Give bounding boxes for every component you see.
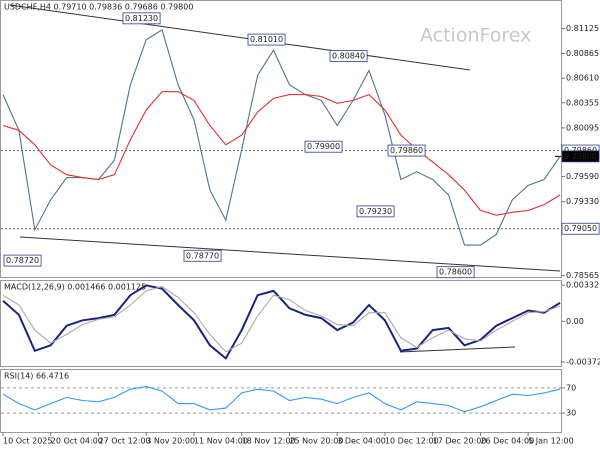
price-annotation-box — [329, 50, 368, 62]
y-tick-label: 0.80865 — [566, 49, 599, 58]
price-panel — [0, 0, 562, 278]
price-annotation-box — [387, 144, 426, 157]
price-annotation: 0.81010 — [250, 35, 283, 44]
price-annotation-box — [356, 205, 395, 218]
price-annotation-box — [122, 12, 161, 25]
price-annotation-box — [247, 33, 286, 46]
price-annotation: 0.78770 — [186, 251, 219, 260]
level-label-box — [561, 222, 600, 235]
x-tick-label: 27 Oct 12:00 — [98, 437, 150, 446]
y-tick-label: 30 — [566, 409, 576, 418]
x-tick-label: 17 Dec 20:00 — [433, 437, 487, 446]
x-tick-label: 3 Dec 04:00 — [337, 437, 386, 446]
price-annotation: 0.80840 — [332, 51, 365, 60]
y-tick-label: 0.80355 — [566, 98, 599, 107]
price-annotation-box — [436, 266, 475, 279]
series-line — [2, 386, 561, 413]
y-tick-label: 0.00 — [566, 317, 584, 326]
rsi-panel — [0, 369, 562, 433]
price-annotation: 0.79860 — [390, 146, 423, 155]
x-tick-label: 11 Nov 04:00 — [194, 437, 248, 446]
series-line — [2, 284, 561, 360]
series-line — [2, 285, 561, 353]
price-annotation: 0.79230 — [359, 207, 392, 216]
macd-divergence-line — [399, 346, 516, 353]
last-price-label: 0.79800 — [564, 152, 597, 161]
x-tick-label: 18 Nov 12:00 — [242, 437, 296, 446]
y-tick-label: 0.79330 — [566, 197, 599, 206]
x-tick-label: 26 Dec 04:00 — [480, 437, 534, 446]
last-price-label-box — [561, 150, 600, 163]
watermark: ActionForex — [420, 25, 531, 47]
lower-trend-line — [19, 236, 561, 272]
x-tick-label: 10 Dec 12:00 — [385, 437, 439, 446]
y-tick-label: 70 — [566, 383, 576, 392]
series-line — [2, 91, 561, 216]
y-tick-label: 0.80095 — [566, 123, 599, 132]
x-tick-label: 5 Jan 12:00 — [528, 437, 574, 446]
price-annotation: 0.78720 — [6, 256, 39, 265]
panel-title: RSI(14) 66.4716 — [4, 372, 69, 381]
y-tick-label: -0.003723 — [566, 357, 600, 366]
x-tick-label: 3 Nov 20:00 — [146, 437, 195, 446]
y-tick-label: 0.81125 — [566, 24, 599, 33]
price-annotation: 0.79900 — [307, 142, 340, 151]
price-annotation-box — [183, 249, 222, 262]
x-tick-label: 10 Oct 2025 — [3, 437, 52, 446]
upper-trend-line — [9, 4, 471, 71]
x-tick-label: 20 Oct 04:00 — [51, 437, 103, 446]
price-annotation-box — [304, 140, 343, 153]
price-annotation: 0.78600 — [439, 268, 472, 277]
level-label: 0.79050 — [564, 224, 597, 233]
panel-title: USDCHF,H4 0.79710 0.79836 0.79686 0.7980… — [4, 3, 193, 12]
panel-title: MACD(12,26,9) 0.001466 0.001125 — [4, 283, 146, 292]
macd-panel — [0, 280, 562, 367]
y-tick-label: 0.78565 — [566, 271, 599, 280]
price-annotation: 0.81230 — [125, 14, 158, 23]
price-annotation-box — [3, 254, 42, 267]
x-tick-label: 25 Nov 20:00 — [289, 437, 343, 446]
y-tick-label: 0.003321 — [566, 281, 600, 290]
y-tick-label: 0.79590 — [566, 172, 599, 181]
y-tick-label: 0.80610 — [566, 74, 599, 83]
